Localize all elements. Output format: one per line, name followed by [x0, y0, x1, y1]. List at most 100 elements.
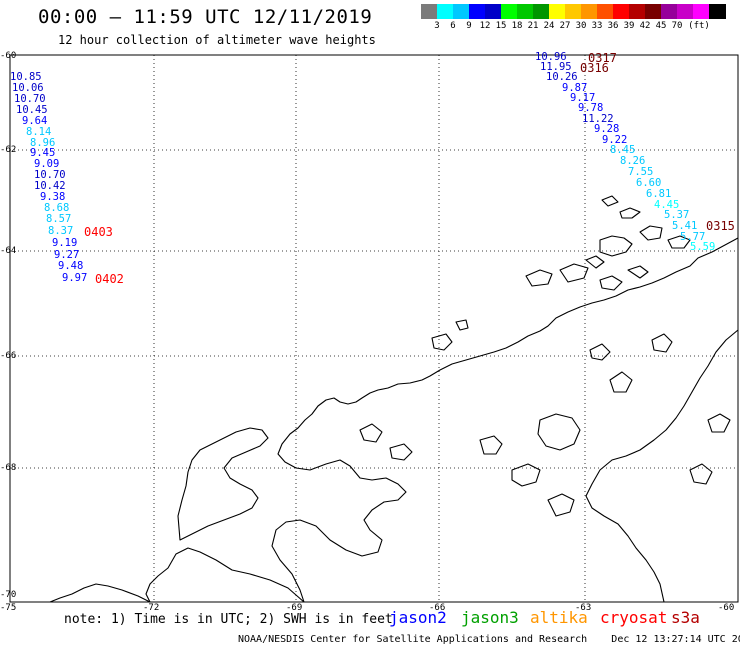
wave-height-value: 8.45: [610, 144, 636, 156]
lon-label: -63: [575, 603, 592, 613]
wave-height-value: 9.28: [594, 123, 620, 135]
legend-tick-label: 18: [511, 21, 523, 31]
legend-swatch: [533, 4, 550, 19]
pass-time-label: 0317: [588, 51, 617, 65]
lon-label: -60: [718, 603, 735, 613]
lat-label: -62: [0, 145, 17, 155]
wave-height-value: 8.14: [26, 126, 52, 138]
map-grid: [10, 55, 738, 602]
legend-swatch: [597, 4, 614, 19]
wave-height-value: 10.85: [10, 71, 42, 83]
legend-tick-label: 36: [607, 21, 619, 31]
pass-time-label: 0402: [95, 272, 124, 286]
wave-height-value: 8.26: [620, 155, 646, 167]
wave-height-value: 9.22: [602, 134, 628, 146]
legend-swatch: [581, 4, 598, 19]
wave-height-value: 5.41: [672, 220, 698, 232]
wave-height-value: 5.59: [690, 241, 716, 253]
satellite-cryosat: cryosat: [600, 608, 668, 627]
map-frame: [9, 54, 739, 603]
legend-swatch: [501, 4, 518, 19]
satellite-jason2: jason2: [389, 608, 447, 627]
wave-height-value: 5.77: [680, 231, 706, 243]
legend-tick-label: 30: [575, 21, 587, 31]
wave-height-value: 9.64: [22, 115, 48, 127]
wave-height-value: 9.27: [54, 249, 80, 261]
lat-label: -60: [0, 51, 17, 61]
legend-swatch: [421, 4, 438, 19]
legend-tick-label: 15: [495, 21, 507, 31]
wave-height-value: 9.87: [562, 82, 588, 94]
legend-tick-label: 33: [591, 21, 603, 31]
legend-swatch: [629, 4, 646, 19]
legend-tick-label: 39: [623, 21, 635, 31]
wave-height-value: 9.19: [52, 237, 78, 249]
legend-swatch: [549, 4, 566, 19]
page-title: 00:00 – 11:59 UTC 12/11/2019: [38, 6, 373, 28]
satellite-s3a: s3a: [671, 608, 700, 627]
pass-time-label: 0403: [84, 225, 113, 239]
legend-swatch: [613, 4, 630, 19]
legend-tick-label: 12: [479, 21, 491, 31]
legend-tick-label: 6: [450, 21, 456, 31]
wave-height-value: 11.22: [582, 113, 614, 125]
legend-tick-label: 42: [639, 21, 651, 31]
lat-label: -68: [0, 463, 17, 473]
wave-height-value: 10.96: [535, 51, 567, 63]
wave-height-value: 7.55: [628, 166, 654, 178]
wave-height-value: 5.37: [664, 209, 690, 221]
legend-tick-label: 45: [655, 21, 667, 31]
lat-label: -64: [0, 246, 17, 256]
wave-height-value: 8.57: [46, 213, 72, 225]
wave-height-value: 10.06: [12, 82, 44, 94]
legend-swatch: [693, 4, 710, 19]
footer-credit: NOAA/NESDIS Center for Satellite Applica…: [238, 634, 740, 645]
footer-timestamp: Dec 12 13:27:14 UTC 2019: [611, 634, 740, 645]
legend-swatch: [709, 4, 726, 19]
pass-time-label: 0316: [580, 61, 609, 75]
wave-height-value: 9.09: [34, 158, 60, 170]
satellite-jason3: jason3: [461, 608, 519, 627]
units-note: note: 1) Time is in UTC; 2) SWH is in fe…: [64, 612, 393, 627]
wave-height-value: 6.60: [636, 177, 662, 189]
wave-height-value: 10.70: [34, 169, 66, 181]
wave-height-value: 10.45: [16, 104, 48, 116]
legend-swatch: [453, 4, 470, 19]
legend-swatch: [437, 4, 454, 19]
lat-label: -66: [0, 351, 17, 361]
wave-height-value: 6.81: [646, 188, 672, 200]
wave-height-value: 8.96: [30, 137, 56, 149]
legend-swatch: [661, 4, 678, 19]
coastline: [49, 195, 739, 603]
legend-swatch: [469, 4, 486, 19]
legend-tick-label: 21: [527, 21, 539, 31]
legend-tick-label: 27: [559, 21, 571, 31]
lon-label: -66: [429, 603, 446, 613]
legend-tick-label: 24: [543, 21, 555, 31]
legend-swatch: [565, 4, 582, 19]
wave-height-value: 9.97: [62, 272, 88, 284]
wave-height-value: 9.38: [40, 191, 66, 203]
lat-label: -70: [0, 590, 17, 600]
legend-tick-label: 3: [434, 21, 440, 31]
wave-height-value: 4.45: [654, 199, 680, 211]
pass-time-label: 0315: [706, 219, 735, 233]
wave-height-value: 9.48: [58, 260, 84, 272]
wave-height-value: 9.78: [578, 102, 604, 114]
legend-tick-label: 9: [466, 21, 472, 31]
wave-height-value: 9.17: [570, 92, 596, 104]
lon-label: -75: [0, 603, 17, 613]
wave-height-value: 10.26: [546, 71, 578, 83]
satellite-altika: altika: [530, 608, 588, 627]
footer-agency: NOAA/NESDIS Center for Satellite Applica…: [238, 634, 588, 645]
legend-swatch: [645, 4, 662, 19]
wave-height-value: 9.45: [30, 147, 56, 159]
legend-swatch: [485, 4, 502, 19]
legend-swatch: [517, 4, 534, 19]
wave-height-value: 10.42: [34, 180, 66, 192]
lon-label: -69: [286, 603, 303, 613]
wave-height-value: 10.70: [14, 93, 46, 105]
legend-tick-label: (ft): [688, 21, 710, 31]
legend-swatch: [677, 4, 694, 19]
